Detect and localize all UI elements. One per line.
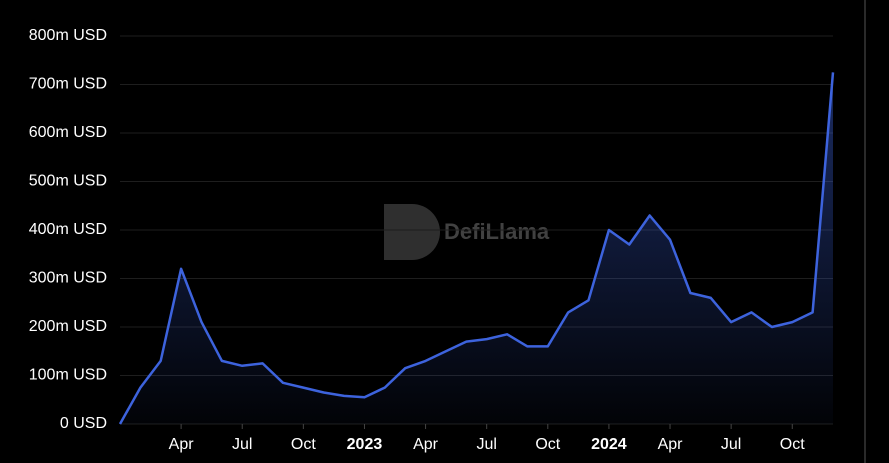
x-tick-label: Apr xyxy=(658,436,684,453)
watermark: DefiLlama xyxy=(384,204,550,260)
watermark-logo xyxy=(384,204,440,260)
y-tick-label: 100m USD xyxy=(29,367,107,384)
x-tick-label: Oct xyxy=(780,436,805,453)
y-tick-label: 400m USD xyxy=(29,221,107,238)
y-tick-label: 200m USD xyxy=(29,318,107,335)
x-tick-label: Jul xyxy=(721,436,741,453)
y-tick-label: 600m USD xyxy=(29,124,107,141)
watermark-text: DefiLlama xyxy=(444,219,550,244)
line xyxy=(118,72,835,425)
x-tick-label: Jul xyxy=(476,436,496,453)
x-tick-label: 2023 xyxy=(347,436,383,453)
y-tick-label: 500m USD xyxy=(29,173,107,190)
area-fill xyxy=(120,72,833,425)
y-tick-label: 0 USD xyxy=(60,415,107,432)
x-tick-label: 2024 xyxy=(591,436,627,453)
x-tick-label: Apr xyxy=(169,436,195,453)
y-tick-label: 700m USD xyxy=(29,76,107,93)
y-tick-label: 300m USD xyxy=(29,270,107,287)
x-tick-label: Oct xyxy=(291,436,316,453)
x-tick-label: Apr xyxy=(413,436,439,453)
x-tick-label: Jul xyxy=(232,436,252,453)
x-tick-label: Oct xyxy=(535,436,560,453)
y-tick-label: 800m USD xyxy=(29,27,107,44)
